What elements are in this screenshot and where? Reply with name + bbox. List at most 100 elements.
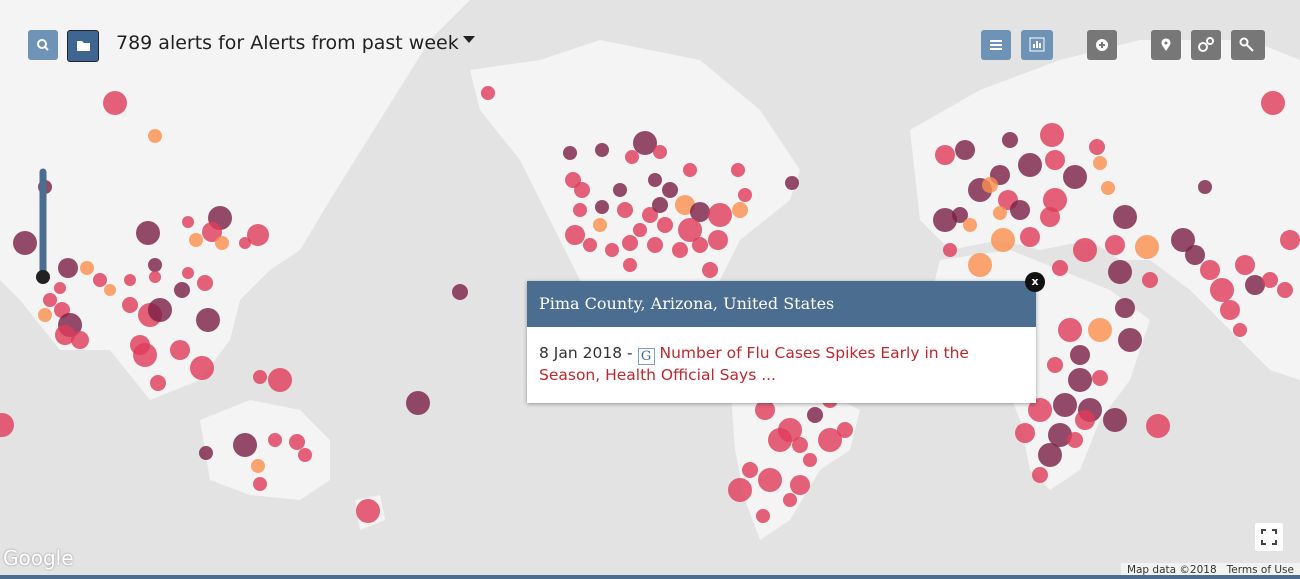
alert-marker[interactable] — [1048, 423, 1072, 447]
alert-marker[interactable] — [1280, 230, 1300, 250]
alert-marker[interactable] — [1002, 132, 1018, 148]
alert-marker[interactable] — [1047, 357, 1063, 373]
alert-marker[interactable] — [652, 197, 668, 213]
alert-marker[interactable] — [647, 237, 663, 253]
alert-marker[interactable] — [452, 284, 468, 300]
alert-marker[interactable] — [818, 428, 842, 452]
alert-marker[interactable] — [968, 253, 992, 277]
alert-marker[interactable] — [731, 163, 745, 177]
alert-marker[interactable] — [190, 356, 214, 380]
alert-marker[interactable] — [792, 437, 808, 453]
alert-marker[interactable] — [356, 499, 380, 523]
alert-marker[interactable] — [633, 131, 657, 155]
alert-marker[interactable] — [1185, 245, 1205, 265]
alert-marker[interactable] — [148, 298, 172, 322]
alert-marker[interactable] — [991, 228, 1015, 252]
alert-marker[interactable] — [738, 188, 752, 202]
alert-marker[interactable] — [0, 413, 14, 437]
alert-marker[interactable] — [174, 282, 190, 298]
close-popup[interactable]: x — [1025, 272, 1045, 292]
alert-marker[interactable] — [170, 340, 190, 360]
alert-marker[interactable] — [728, 478, 752, 502]
alert-marker[interactable] — [756, 509, 770, 523]
alert-marker[interactable] — [1052, 260, 1068, 276]
alert-marker[interactable] — [149, 271, 161, 283]
alert-marker[interactable] — [202, 222, 222, 242]
alert-marker[interactable] — [1053, 393, 1077, 417]
alert-marker[interactable] — [933, 208, 957, 232]
alert-marker[interactable] — [1032, 467, 1048, 483]
alert-marker[interactable] — [617, 202, 633, 218]
alert-marker[interactable] — [182, 216, 194, 228]
alert-marker[interactable] — [993, 206, 1007, 220]
alert-marker[interactable] — [189, 233, 203, 247]
alert-marker[interactable] — [1277, 282, 1293, 298]
alert-marker[interactable] — [298, 448, 312, 462]
alert-marker[interactable] — [1093, 156, 1107, 170]
alert-marker[interactable] — [13, 231, 37, 255]
alert-marker[interactable] — [148, 258, 162, 272]
alert-marker[interactable] — [1113, 205, 1137, 229]
add-button[interactable] — [1087, 30, 1117, 60]
alert-marker[interactable] — [1198, 180, 1212, 194]
alert-marker[interactable] — [38, 308, 52, 322]
alert-marker[interactable] — [613, 183, 627, 197]
alert-marker[interactable] — [622, 235, 638, 251]
alert-marker[interactable] — [1058, 318, 1082, 342]
alert-marker[interactable] — [690, 202, 710, 222]
alert-marker[interactable] — [268, 433, 282, 447]
alert-marker[interactable] — [574, 182, 590, 198]
alert-marker[interactable] — [43, 293, 57, 307]
settings-button[interactable] — [1191, 30, 1221, 60]
alert-marker[interactable] — [268, 368, 292, 392]
alert-marker[interactable] — [247, 224, 269, 246]
alert-marker[interactable] — [1262, 272, 1278, 288]
alert-marker[interactable] — [963, 218, 977, 232]
alert-marker[interactable] — [1105, 235, 1125, 255]
alert-marker[interactable] — [583, 238, 597, 252]
alert-marker[interactable] — [952, 207, 968, 223]
alert-marker[interactable] — [708, 230, 728, 250]
alert-marker[interactable] — [1018, 153, 1042, 177]
alert-marker[interactable] — [803, 453, 817, 467]
alert-marker[interactable] — [648, 173, 662, 187]
alert-marker[interactable] — [1200, 260, 1220, 280]
chart-view-button[interactable] — [1021, 30, 1053, 60]
alert-marker[interactable] — [93, 273, 107, 287]
alert-marker[interactable] — [662, 182, 678, 198]
alert-marker[interactable] — [605, 243, 619, 257]
alert-marker[interactable] — [58, 258, 78, 278]
alert-marker[interactable] — [233, 433, 257, 457]
alert-marker[interactable] — [732, 202, 748, 218]
alert-marker[interactable] — [55, 325, 75, 345]
alert-marker[interactable] — [196, 308, 220, 332]
alert-marker[interactable] — [633, 223, 647, 237]
alert-marker[interactable] — [1038, 443, 1062, 467]
alert-marker[interactable] — [1146, 414, 1170, 438]
alert-marker[interactable] — [122, 297, 138, 313]
alert-marker[interactable] — [239, 237, 251, 249]
alert-marker[interactable] — [1142, 272, 1158, 288]
alert-marker[interactable] — [1068, 368, 1092, 392]
alert-marker[interactable] — [104, 284, 116, 296]
alert-marker[interactable] — [563, 146, 577, 160]
alert-marker[interactable] — [54, 282, 66, 294]
alert-marker[interactable] — [683, 163, 697, 177]
alert-marker[interactable] — [1043, 188, 1067, 212]
location-button[interactable] — [1151, 30, 1181, 60]
alert-marker[interactable] — [692, 237, 708, 253]
alert-marker[interactable] — [124, 274, 136, 286]
alert-marker[interactable] — [1073, 238, 1097, 262]
folder-button[interactable] — [67, 30, 99, 62]
alerts-title[interactable]: 789 alerts for Alerts from past week — [116, 32, 475, 54]
alert-marker[interactable] — [1108, 260, 1132, 284]
alert-marker[interactable] — [1067, 432, 1083, 448]
alert-marker[interactable] — [481, 86, 495, 100]
alert-marker[interactable] — [1010, 200, 1030, 220]
alert-marker[interactable] — [1115, 298, 1135, 318]
alert-marker[interactable] — [103, 91, 127, 115]
alert-marker[interactable] — [133, 343, 157, 367]
alert-marker[interactable] — [573, 203, 587, 217]
alert-marker[interactable] — [71, 331, 89, 349]
alert-marker[interactable] — [755, 400, 775, 420]
